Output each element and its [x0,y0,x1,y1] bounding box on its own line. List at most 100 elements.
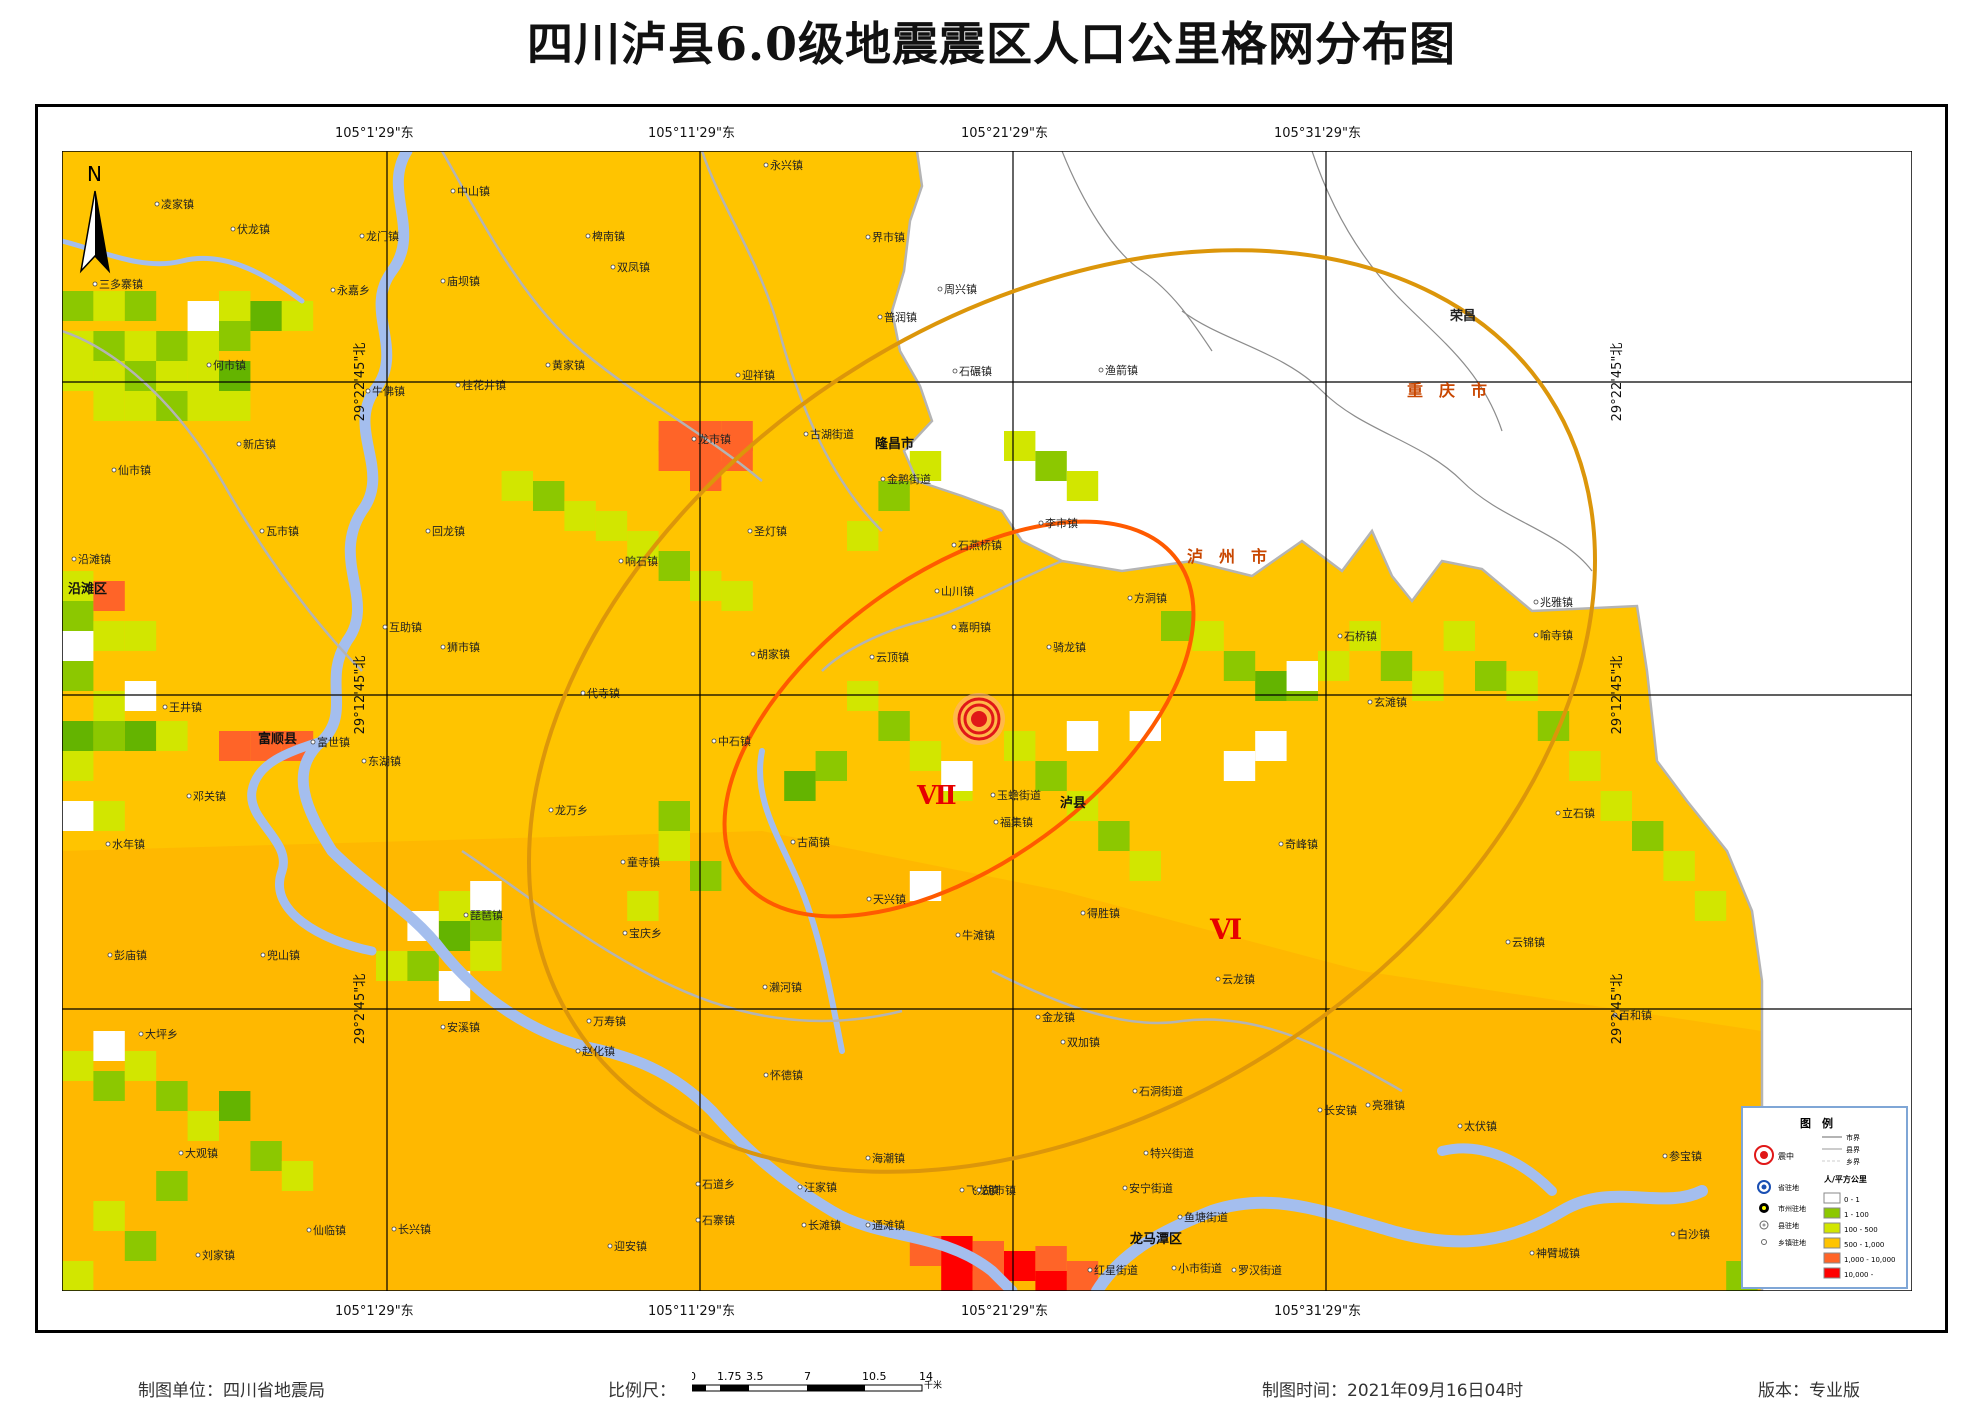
scale-tick-label: 10.5 [862,1370,887,1383]
town-label: 永嘉乡 [330,283,370,297]
legend-class-swatch [1823,1192,1841,1204]
grid-cell [941,761,973,791]
town-label: 玉蟾街道 [990,788,1041,802]
town-label: 金鹅街道 [880,472,931,486]
svg-text:桂花井镇: 桂花井镇 [462,378,506,392]
town-label: 仙市镇 [111,463,151,477]
town-label: 永兴镇 [763,158,803,172]
svg-text:回龙镇: 回龙镇 [432,524,465,538]
town-label: 李市镇 [1038,516,1078,530]
grid-cell [1412,671,1444,701]
lat-label-right: 29°2'45"北 [1610,973,1625,1045]
legend-class-label: 100 - 500 [1844,1226,1878,1234]
town-label: 宝庆乡 [622,926,662,940]
grid-cell [62,1261,94,1291]
svg-text:胡市镇: 胡市镇 [983,1183,1016,1197]
town-label: 方洞镇 [1127,591,1167,605]
grid-cell [281,301,314,331]
town-label: 桂花井镇 [455,378,506,392]
town-label: 骑龙镇 [1046,640,1086,654]
svg-text:中石镇: 中石镇 [718,734,751,748]
legend-density-classes: 0 - 1 1 - 100 100 - 500 500 - 1,000 1,000 - … [1823,1192,1896,1279]
legend-class-swatch [1823,1267,1841,1279]
town-label: 汪家镇 [797,1180,837,1194]
town-label: 狮市镇 [440,640,480,654]
grid-cell [1004,731,1036,761]
svg-text:市州驻地: 市州驻地 [1778,1204,1806,1213]
town-label: 童寺镇 [620,855,660,869]
grid-cell [62,721,94,751]
admin-boundaries-thin [1061,151,1593,572]
svg-text:云顶镇: 云顶镇 [876,650,909,664]
grid-cell [784,771,816,801]
town-label: 双加镇 [1060,1035,1100,1049]
grid-cell [187,361,219,391]
grid-cell [219,731,251,761]
svg-text:牛佛镇: 牛佛镇 [372,384,405,398]
svg-text:濑河镇: 濑河镇 [769,980,802,994]
town-label: 双凤镇 [610,260,650,274]
map-frame [35,104,1948,1333]
svg-text:石洞街道: 石洞街道 [1139,1084,1183,1098]
town-label: 邓关镇 [186,789,226,803]
grid-cell [533,481,565,511]
epicenter-marker[interactable] [953,693,1005,745]
grid-cell [658,831,690,861]
svg-text:福集镇: 福集镇 [1000,815,1033,829]
svg-text:凌家镇: 凌家镇 [161,197,194,211]
svg-text:金龙镇: 金龙镇 [1042,1010,1075,1024]
grid-cell [219,391,251,421]
svg-text:千米: 千米 [924,1379,942,1391]
svg-text:彭庙镇: 彭庙镇 [114,948,147,962]
region-chongqing: 重 庆 市 [1407,381,1487,400]
svg-text:童寺镇: 童寺镇 [627,855,660,869]
town-label: 凌家镇 [154,197,194,211]
grid-cell [62,751,94,781]
grid-cell [124,621,157,651]
grid-cell [658,441,690,471]
town-label: 富世镇 [310,735,350,749]
town-label: 云顶镇 [869,650,909,664]
grid-cell [156,331,188,361]
grid-cell [1318,651,1350,681]
town-label: 中山镇 [450,184,490,198]
town-label: 金龙镇 [1035,1010,1075,1024]
grid-cell [93,291,125,321]
svg-text:长兴镇: 长兴镇 [398,1222,431,1236]
grid-cell [1161,611,1193,641]
footer-version: 版本：专业版 [1758,1381,1860,1401]
grid-cell [124,361,157,391]
svg-text:万寿镇: 万寿镇 [593,1014,626,1028]
grid-cell [93,801,125,831]
svg-text:白沙镇: 白沙镇 [1677,1227,1710,1241]
grid-cell [1066,471,1099,501]
grid-cell [1004,431,1036,461]
grid-cell [156,1081,188,1111]
grid-cell [62,801,94,831]
scale-bar: 0 1.75 3.5 7 10.5 14 千米 [692,1370,942,1392]
svg-text:李市镇: 李市镇 [1045,516,1078,530]
town-label: 鱼塘街道 [1177,1210,1228,1224]
town-label: 东湖镇 [361,754,401,768]
svg-text:石寨镇: 石寨镇 [702,1213,735,1227]
svg-text:特兴街道: 特兴街道 [1150,1146,1194,1160]
svg-text:龙市镇: 龙市镇 [698,432,731,446]
grid-cell [93,721,125,751]
grid-cell [407,951,439,981]
svg-text:邓关镇: 邓关镇 [193,789,226,803]
svg-text:金鹅街道: 金鹅街道 [887,472,931,486]
town-label: 海潮镇 [865,1151,905,1165]
svg-text:长滩镇: 长滩镇 [808,1218,841,1232]
svg-text:仙市镇: 仙市镇 [118,463,151,477]
svg-text:周兴镇: 周兴镇 [944,282,977,296]
town-label: 特兴街道 [1143,1146,1194,1160]
grid-cell [1443,621,1475,651]
grid-cell [1349,621,1381,651]
town-label: 红星街道 [1087,1263,1138,1277]
town-label: 刘家镇 [195,1248,235,1262]
town-label: 石燕桥镇 [951,538,1002,552]
grid-cell [1066,721,1099,751]
svg-text:兆雅镇: 兆雅镇 [1540,595,1573,609]
